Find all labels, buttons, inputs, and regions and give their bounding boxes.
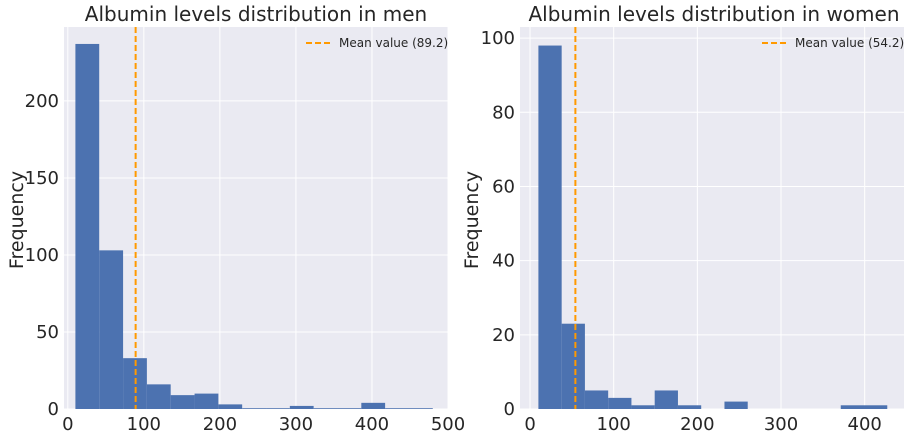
x-tick-label: 300 — [764, 414, 798, 435]
chart-title-women: Albumin levels distribution in women — [529, 2, 900, 26]
y-ticks-women: 0 20 40 60 80 100 — [481, 28, 515, 420]
histogram-bar — [654, 390, 678, 409]
histogram-bar — [75, 43, 100, 410]
histogram-bar — [561, 323, 585, 409]
x-tick-label: 400 — [355, 414, 389, 435]
histogram-bar — [146, 384, 171, 409]
y-tick-label: 100 — [481, 28, 515, 49]
histogram-bar — [584, 390, 609, 409]
histogram-bar — [677, 405, 702, 409]
histogram-bar — [194, 393, 219, 409]
y-tick-label: 200 — [25, 91, 59, 112]
y-tick-label: 40 — [492, 251, 515, 272]
histogram-bar — [361, 402, 386, 409]
histogram-bar — [242, 408, 267, 409]
legend-label-men: Mean value (89.2) — [339, 36, 448, 50]
x-tick-label: 300 — [279, 414, 313, 435]
y-ticks-men: 0 50 100 150 200 — [25, 91, 59, 420]
x-tick-label: 200 — [203, 414, 237, 435]
chart-men: 0 100 200 300 400 500 0 50 100 150 200 Albumin le… — [6, 2, 465, 435]
histogram-bar — [337, 408, 362, 409]
y-tick-label: 80 — [492, 102, 515, 123]
x-tick-label: 400 — [848, 414, 882, 435]
histogram-bar — [840, 405, 865, 409]
y-tick-label: 50 — [36, 322, 59, 343]
histogram-bar — [631, 405, 655, 409]
y-tick-label: 100 — [25, 245, 59, 266]
histogram-bar — [170, 395, 195, 409]
histogram-bar — [313, 408, 338, 409]
grid-men — [64, 27, 449, 410]
histogram-bar — [724, 401, 748, 409]
x-ticks-women: 0 100 200 300 400 — [524, 414, 882, 435]
legend-label-women: Mean value (54.2) — [795, 36, 904, 50]
bars-women — [538, 45, 888, 409]
y-tick-label: 0 — [48, 399, 59, 420]
y-axis-label-men: Frequency — [6, 171, 28, 269]
x-tick-label: 500 — [431, 414, 465, 435]
histogram-bar — [864, 405, 888, 409]
histogram-bar — [99, 250, 124, 409]
y-tick-label: 0 — [504, 399, 515, 420]
histogram-bar — [408, 408, 433, 409]
plot-area-men — [64, 27, 448, 409]
histogram-bar — [385, 408, 409, 409]
x-tick-label: 200 — [680, 414, 714, 435]
histogram-bar — [538, 45, 562, 409]
x-ticks-men: 0 100 200 300 400 500 — [62, 414, 465, 435]
x-tick-label: 0 — [62, 414, 73, 435]
histogram-bar — [218, 404, 243, 409]
chart-title-men: Albumin levels distribution in men — [85, 2, 427, 26]
y-tick-label: 20 — [492, 325, 515, 346]
y-tick-label: 60 — [492, 176, 515, 197]
y-axis-label-women: Frequency — [461, 171, 483, 269]
y-tick-label: 150 — [25, 168, 59, 189]
x-tick-label: 100 — [127, 414, 161, 435]
x-tick-label: 0 — [524, 414, 535, 435]
histogram-bar — [608, 397, 632, 409]
histogram-bar — [266, 408, 290, 409]
x-tick-label: 100 — [597, 414, 631, 435]
legend-women: Mean value (54.2) — [762, 36, 904, 50]
histogram-bar — [289, 405, 314, 409]
chart-women: 0 100 200 300 400 0 20 40 60 80 100 Albumin level… — [461, 2, 904, 435]
legend-men: Mean value (89.2) — [306, 36, 448, 50]
